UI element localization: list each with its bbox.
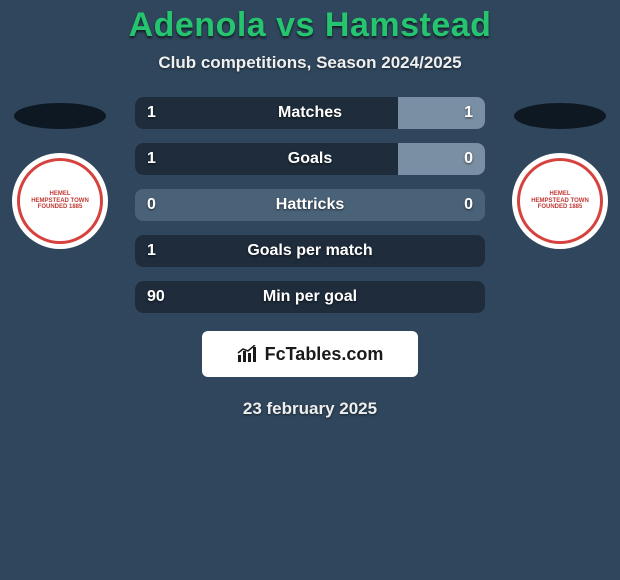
stats-column: 1 1 Matches 1 0 Goals 0 0 Hattricks 1 Goals per ma…	[120, 97, 500, 419]
badge-text-top: HEMEL HEMPSTEAD TOWN	[30, 191, 90, 204]
fctables-logo[interactable]: FcTables.com	[202, 331, 418, 377]
badge-text-founded: FOUNDED 1885	[538, 204, 583, 211]
stat-value-left: 0	[147, 196, 156, 214]
stat-bar: 1 0 Goals	[135, 143, 485, 175]
stat-label: Min per goal	[263, 288, 357, 306]
stat-bar-fill-left	[135, 143, 398, 175]
badge-inner: HEMEL HEMPSTEAD TOWN FOUNDED 1885	[526, 167, 594, 235]
logo-text: FcTables.com	[265, 344, 384, 365]
bar-chart-icon	[237, 345, 259, 363]
stat-bar: 90 Min per goal	[135, 281, 485, 313]
page-title: Adenola vs Hamstead	[129, 6, 492, 45]
stat-value-right: 1	[464, 104, 473, 122]
stat-bar-fill-left	[135, 97, 398, 129]
stat-bar: 1 1 Matches	[135, 97, 485, 129]
left-club-badge: HEMEL HEMPSTEAD TOWN FOUNDED 1885	[12, 153, 108, 249]
right-side-column: HEMEL HEMPSTEAD TOWN FOUNDED 1885	[500, 97, 620, 249]
right-ellipse-shape	[514, 103, 606, 129]
snapshot-date: 23 february 2025	[243, 399, 377, 419]
stat-value-left: 90	[147, 288, 165, 306]
stat-bar: 0 0 Hattricks	[135, 189, 485, 221]
left-side-column: HEMEL HEMPSTEAD TOWN FOUNDED 1885	[0, 97, 120, 249]
stat-bar: 1 Goals per match	[135, 235, 485, 267]
comparison-infographic: Adenola vs Hamstead Club competitions, S…	[0, 0, 620, 580]
stat-value-right: 0	[464, 150, 473, 168]
badge-inner: HEMEL HEMPSTEAD TOWN FOUNDED 1885	[26, 167, 94, 235]
stat-label: Hattricks	[276, 196, 344, 214]
stat-label: Matches	[278, 104, 342, 122]
stat-value-left: 1	[147, 242, 156, 260]
stat-label: Goals	[288, 150, 332, 168]
left-ellipse-shape	[14, 103, 106, 129]
right-club-badge: HEMEL HEMPSTEAD TOWN FOUNDED 1885	[512, 153, 608, 249]
content-row: HEMEL HEMPSTEAD TOWN FOUNDED 1885 1 1 Matc…	[0, 97, 620, 419]
badge-text-founded: FOUNDED 1885	[38, 204, 83, 211]
page-subtitle: Club competitions, Season 2024/2025	[158, 53, 461, 73]
stat-label: Goals per match	[247, 242, 372, 260]
stat-value-left: 1	[147, 104, 156, 122]
stat-value-left: 1	[147, 150, 156, 168]
stat-value-right: 0	[464, 196, 473, 214]
badge-text-top: HEMEL HEMPSTEAD TOWN	[530, 191, 590, 204]
